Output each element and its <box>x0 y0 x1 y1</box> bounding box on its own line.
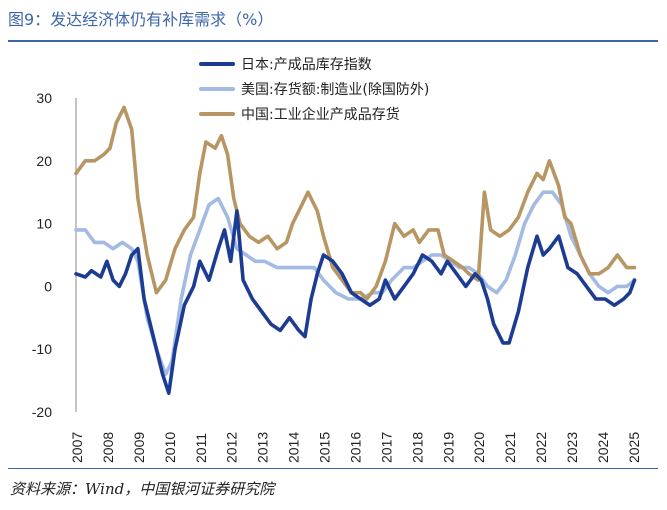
x-tick-label: 2020 <box>471 432 487 463</box>
y-tick-label: 10 <box>36 216 52 232</box>
series-line-2 <box>74 105 637 301</box>
x-tick-label: 2023 <box>564 432 580 463</box>
x-tick-label: 2007 <box>69 432 85 463</box>
x-tick-label: 2011 <box>193 433 209 463</box>
x-tick-labels: 2007 2008 2009 2010 2011 2012 2013 2014 2015 2016… <box>69 432 642 463</box>
x-tick-label: 2024 <box>595 432 611 463</box>
x-tick-label: 2025 <box>626 432 642 463</box>
x-tick-label: 2021 <box>502 432 518 463</box>
y-tick-label: 30 <box>36 90 52 106</box>
x-tick-label: 2017 <box>378 432 394 463</box>
x-tick-label: 2015 <box>317 432 333 463</box>
series-line-0 <box>74 209 637 395</box>
x-tick-label: 2022 <box>533 432 549 463</box>
series-lines <box>74 105 637 395</box>
x-tick-label: 2016 <box>347 432 363 463</box>
legend-label: 中国:工业企业产成品存货 <box>241 106 400 123</box>
source-note: 资料来源：Wind，中国银河证券研究院 <box>10 480 275 498</box>
y-tick-label: 0 <box>44 278 52 294</box>
y-tick-label: -20 <box>32 404 52 420</box>
series-line-1 <box>74 190 637 377</box>
x-tick-label: 2010 <box>162 432 178 463</box>
x-tick-label: 2008 <box>100 432 116 463</box>
legend-label: 美国:存货额:制造业(除国防外) <box>241 81 429 98</box>
x-tick-label: 2009 <box>131 432 147 463</box>
chart-title: 图9：发达经济体仍有补库需求（%） <box>8 10 274 29</box>
y-tick-label: -10 <box>32 341 52 357</box>
title-rule <box>8 40 658 42</box>
x-tick-label: 2014 <box>286 432 302 463</box>
x-tick-label: 2019 <box>440 432 456 463</box>
y-tick-labels: 30 20 10 0 -10 -20 <box>32 90 52 420</box>
bottom-rule <box>8 468 658 469</box>
legend-label: 日本:产成品库存指数 <box>241 57 372 73</box>
x-tick-label: 2013 <box>255 432 271 463</box>
x-tick-label: 2012 <box>224 432 240 463</box>
y-tick-label: 20 <box>36 153 52 169</box>
x-tick-label: 2018 <box>409 432 425 463</box>
